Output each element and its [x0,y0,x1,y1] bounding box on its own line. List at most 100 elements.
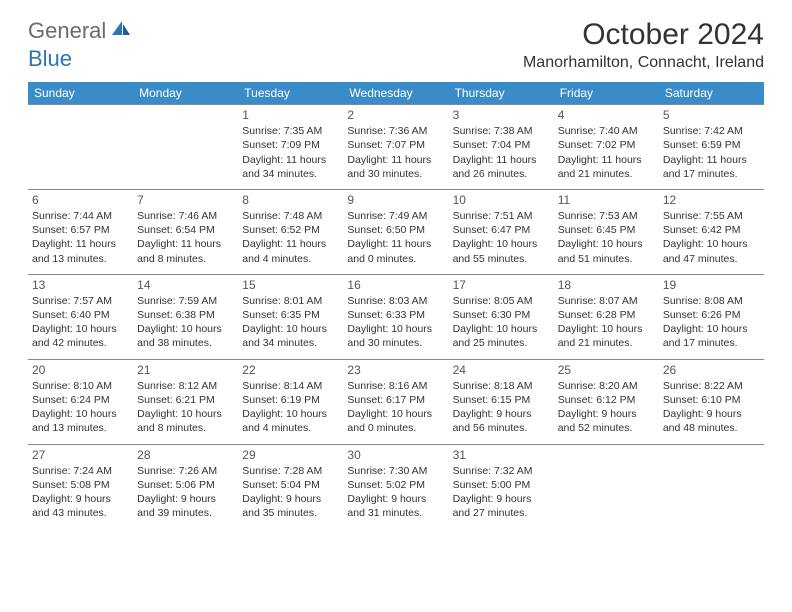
sunrise-line: Sunrise: 7:30 AM [347,464,444,478]
sunset-line: Sunset: 6:47 PM [453,223,550,237]
sunrise-line: Sunrise: 8:03 AM [347,294,444,308]
logo-text-blue: Blue [28,46,72,71]
sunrise-line: Sunrise: 7:48 AM [242,209,339,223]
daylight-line: Daylight: 10 hours and 8 minutes. [137,407,234,435]
sunrise-line: Sunrise: 8:12 AM [137,379,234,393]
daylight-line: Daylight: 9 hours and 35 minutes. [242,492,339,520]
sail-icon [110,19,132,44]
title-block: October 2024 Manorhamilton, Connacht, Ir… [523,18,764,72]
sunrise-line: Sunrise: 7:55 AM [663,209,760,223]
day-number: 19 [663,277,760,293]
sunset-line: Sunset: 6:57 PM [32,223,129,237]
sunset-line: Sunset: 6:28 PM [558,308,655,322]
calendar-day-cell [133,105,238,190]
sunset-line: Sunset: 6:26 PM [663,308,760,322]
calendar-day-cell: 20Sunrise: 8:10 AMSunset: 6:24 PMDayligh… [28,359,133,444]
calendar-day-cell: 18Sunrise: 8:07 AMSunset: 6:28 PMDayligh… [554,274,659,359]
sunset-line: Sunset: 5:02 PM [347,478,444,492]
weekday-header: Thursday [449,82,554,105]
calendar-day-cell: 23Sunrise: 8:16 AMSunset: 6:17 PMDayligh… [343,359,448,444]
sunrise-line: Sunrise: 8:14 AM [242,379,339,393]
daylight-line: Daylight: 10 hours and 4 minutes. [242,407,339,435]
daylight-line: Daylight: 9 hours and 48 minutes. [663,407,760,435]
logo: General [28,18,134,44]
calendar-day-cell: 31Sunrise: 7:32 AMSunset: 5:00 PMDayligh… [449,444,554,528]
day-number: 18 [558,277,655,293]
sunrise-line: Sunrise: 8:16 AM [347,379,444,393]
sunrise-line: Sunrise: 7:36 AM [347,124,444,138]
location-text: Manorhamilton, Connacht, Ireland [523,54,764,72]
weekday-header: Saturday [659,82,764,105]
calendar-day-cell: 8Sunrise: 7:48 AMSunset: 6:52 PMDaylight… [238,189,343,274]
sunset-line: Sunset: 7:02 PM [558,138,655,152]
logo-text-general: General [28,18,106,44]
sunrise-line: Sunrise: 8:08 AM [663,294,760,308]
day-number: 9 [347,192,444,208]
daylight-line: Daylight: 10 hours and 17 minutes. [663,322,760,350]
sunrise-line: Sunrise: 8:10 AM [32,379,129,393]
calendar-week-row: 27Sunrise: 7:24 AMSunset: 5:08 PMDayligh… [28,444,764,528]
sunrise-line: Sunrise: 7:42 AM [663,124,760,138]
day-number: 15 [242,277,339,293]
day-number: 12 [663,192,760,208]
sunset-line: Sunset: 6:50 PM [347,223,444,237]
weekday-header: Monday [133,82,238,105]
sunset-line: Sunset: 5:00 PM [453,478,550,492]
calendar-day-cell: 28Sunrise: 7:26 AMSunset: 5:06 PMDayligh… [133,444,238,528]
day-number: 23 [347,362,444,378]
daylight-line: Daylight: 11 hours and 34 minutes. [242,153,339,181]
sunrise-line: Sunrise: 7:32 AM [453,464,550,478]
sunset-line: Sunset: 6:33 PM [347,308,444,322]
sunset-line: Sunset: 6:59 PM [663,138,760,152]
sunset-line: Sunset: 6:12 PM [558,393,655,407]
calendar-day-cell: 27Sunrise: 7:24 AMSunset: 5:08 PMDayligh… [28,444,133,528]
calendar-day-cell: 19Sunrise: 8:08 AMSunset: 6:26 PMDayligh… [659,274,764,359]
calendar-day-cell: 1Sunrise: 7:35 AMSunset: 7:09 PMDaylight… [238,105,343,190]
daylight-line: Daylight: 11 hours and 4 minutes. [242,237,339,265]
daylight-line: Daylight: 10 hours and 47 minutes. [663,237,760,265]
daylight-line: Daylight: 9 hours and 39 minutes. [137,492,234,520]
sunset-line: Sunset: 6:42 PM [663,223,760,237]
day-number: 24 [453,362,550,378]
day-number: 16 [347,277,444,293]
day-number: 3 [453,107,550,123]
calendar-day-cell: 2Sunrise: 7:36 AMSunset: 7:07 PMDaylight… [343,105,448,190]
sunset-line: Sunset: 7:09 PM [242,138,339,152]
day-number: 25 [558,362,655,378]
calendar-day-cell: 3Sunrise: 7:38 AMSunset: 7:04 PMDaylight… [449,105,554,190]
calendar-week-row: 1Sunrise: 7:35 AMSunset: 7:09 PMDaylight… [28,105,764,190]
sunrise-line: Sunrise: 7:40 AM [558,124,655,138]
sunrise-line: Sunrise: 8:01 AM [242,294,339,308]
calendar-day-cell: 10Sunrise: 7:51 AMSunset: 6:47 PMDayligh… [449,189,554,274]
weekday-header: Sunday [28,82,133,105]
calendar-day-cell: 25Sunrise: 8:20 AMSunset: 6:12 PMDayligh… [554,359,659,444]
weekday-header-row: SundayMondayTuesdayWednesdayThursdayFrid… [28,82,764,105]
sunrise-line: Sunrise: 7:24 AM [32,464,129,478]
sunset-line: Sunset: 6:19 PM [242,393,339,407]
calendar-day-cell [659,444,764,528]
sunrise-line: Sunrise: 7:59 AM [137,294,234,308]
calendar-day-cell: 13Sunrise: 7:57 AMSunset: 6:40 PMDayligh… [28,274,133,359]
weekday-header: Tuesday [238,82,343,105]
month-title: October 2024 [523,18,764,52]
daylight-line: Daylight: 9 hours and 27 minutes. [453,492,550,520]
sunrise-line: Sunrise: 8:20 AM [558,379,655,393]
day-number: 5 [663,107,760,123]
sunset-line: Sunset: 6:40 PM [32,308,129,322]
daylight-line: Daylight: 10 hours and 21 minutes. [558,322,655,350]
page-header: General October 2024 Manorhamilton, Conn… [28,18,764,72]
sunset-line: Sunset: 6:54 PM [137,223,234,237]
daylight-line: Daylight: 11 hours and 26 minutes. [453,153,550,181]
calendar-table: SundayMondayTuesdayWednesdayThursdayFrid… [28,82,764,528]
day-number: 17 [453,277,550,293]
calendar-day-cell: 15Sunrise: 8:01 AMSunset: 6:35 PMDayligh… [238,274,343,359]
day-number: 1 [242,107,339,123]
sunset-line: Sunset: 6:21 PM [137,393,234,407]
day-number: 29 [242,447,339,463]
daylight-line: Daylight: 11 hours and 30 minutes. [347,153,444,181]
sunrise-line: Sunrise: 7:26 AM [137,464,234,478]
sunrise-line: Sunrise: 7:49 AM [347,209,444,223]
day-number: 8 [242,192,339,208]
calendar-day-cell [554,444,659,528]
sunrise-line: Sunrise: 7:57 AM [32,294,129,308]
